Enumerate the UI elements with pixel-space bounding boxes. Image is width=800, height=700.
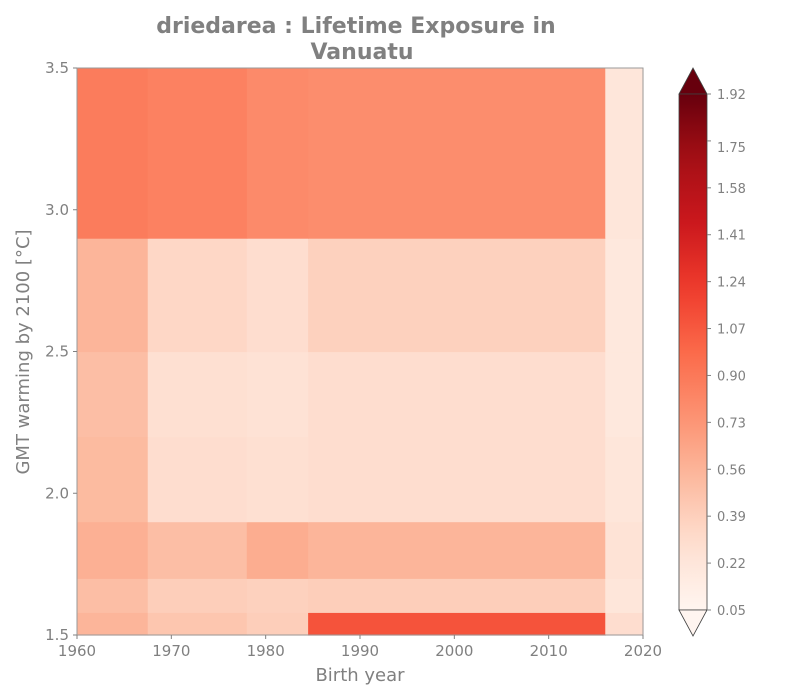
heatmap-cell [308, 436, 606, 523]
colorbar-tick-label: 1.92 [717, 88, 746, 103]
heatmap-cell [246, 351, 309, 438]
heatmap-cell [77, 578, 149, 613]
colorbar-tick-label: 1.07 [717, 323, 746, 338]
heatmap-cell [246, 612, 309, 636]
colorbar-extend-min [678, 609, 708, 637]
y-axis: 1.5 2.0 2.5 3.0 3.5 [45, 59, 77, 644]
colorbar-tick-label: 1.24 [717, 276, 746, 291]
heatmap-cell [605, 436, 644, 523]
y-tick-label: 3.0 [45, 201, 69, 219]
heatmap-cell [605, 578, 644, 613]
heatmap-cell [77, 68, 149, 239]
heatmap-cell [147, 612, 248, 636]
heatmap-cell [308, 238, 606, 353]
colorbar-tick-label: 0.56 [717, 463, 746, 478]
heatmap-cell [77, 436, 149, 523]
heatmap-cell [308, 351, 606, 438]
heatmap-cell [605, 351, 644, 438]
x-tick-label: 1960 [58, 642, 96, 660]
x-tick-label: 2010 [530, 642, 568, 660]
x-tick-label: 2020 [624, 642, 662, 660]
colorbar-tick-label: 1.75 [717, 141, 746, 156]
colorbar: 0.05 0.22 0.39 0.56 0.73 0.90 1.07 1.24 1.41 1.58… [678, 67, 746, 637]
y-axis-label: GMT warming by 2100 [°C] [13, 229, 34, 474]
x-tick-label: 1990 [341, 642, 379, 660]
heatmap-cell [147, 578, 248, 613]
heatmap-cell [77, 238, 149, 353]
colorbar-scale [678, 93, 708, 611]
x-tick-label: 2000 [435, 642, 473, 660]
heatmap-cell [605, 521, 644, 579]
heatmap-cell [147, 436, 248, 523]
heatmap-cell [147, 68, 248, 239]
heatmap-cell [77, 612, 149, 636]
heatmap-cell [246, 578, 309, 613]
heatmap-cell [605, 238, 644, 353]
heatmap-cell [605, 612, 644, 636]
colorbar-tick-label: 0.90 [717, 369, 746, 384]
x-tick-label: 1980 [247, 642, 285, 660]
colorbar-tick-label: 0.73 [717, 416, 746, 431]
heatmap-cell [605, 68, 644, 239]
x-axis: 1960 1970 1980 1990 2000 2010 2020 [58, 635, 662, 660]
x-axis-label: Birth year [315, 665, 405, 686]
chart-title-line-1: driedarea : Lifetime Exposure in [156, 14, 555, 39]
colorbar-extend-max [678, 67, 708, 95]
colorbar-tick-label: 0.39 [717, 510, 746, 525]
heatmap-cell [147, 351, 248, 438]
y-tick-label: 2.5 [45, 343, 69, 361]
heatmap-cell [147, 238, 248, 353]
heatmap-cell [246, 436, 309, 523]
heatmap-cell [308, 68, 606, 239]
heatmap-cell [246, 238, 309, 353]
heatmap-cell [77, 521, 149, 579]
heatmap-cell [308, 612, 606, 636]
y-tick-label: 1.5 [45, 626, 69, 644]
heatmap-cell [308, 521, 606, 579]
y-tick-label: 3.5 [45, 59, 69, 77]
heatmap-cell [246, 521, 309, 579]
colorbar-tick-label: 1.58 [717, 182, 746, 197]
colorbar-tick-label: 0.05 [717, 604, 746, 619]
chart-title-line-2: Vanuatu [310, 40, 413, 65]
x-tick-label: 1970 [152, 642, 190, 660]
colorbar-tick-label: 0.22 [717, 557, 746, 572]
heatmap-cell [77, 351, 149, 438]
heatmap-cells [77, 68, 644, 636]
colorbar-tick-label: 1.41 [717, 229, 746, 244]
heatmap-cell [246, 68, 309, 239]
heatmap-cell [147, 521, 248, 579]
y-tick-label: 2.0 [45, 484, 69, 502]
heatmap-cell [308, 578, 606, 613]
